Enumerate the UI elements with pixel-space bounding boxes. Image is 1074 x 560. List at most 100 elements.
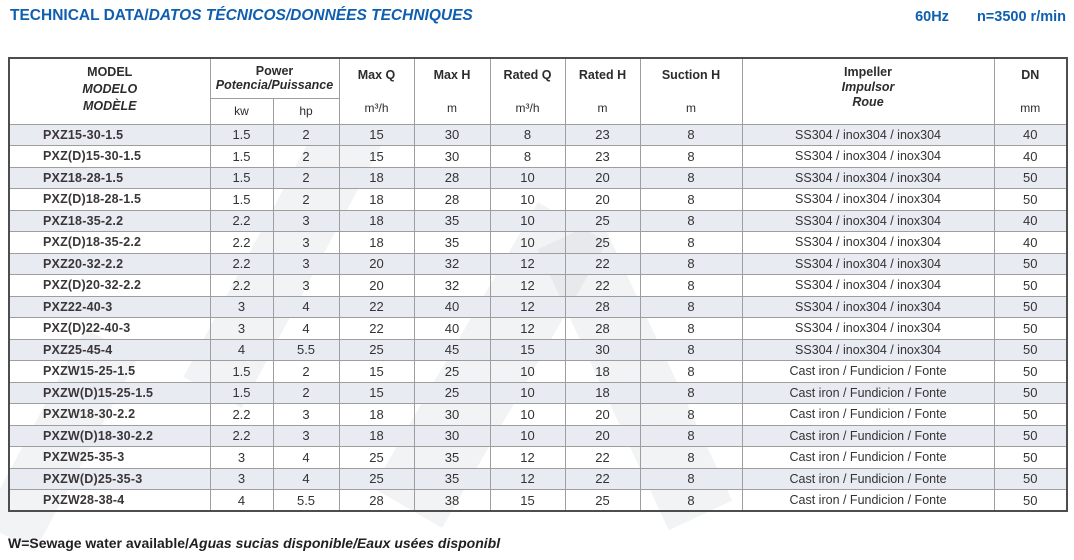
cell-impeller: SS304 / inox304 / inox304: [741, 274, 995, 297]
cell-suction_h: 8: [639, 295, 743, 318]
cell-rated_h: 20: [564, 166, 641, 189]
cell-max_h: 35: [413, 467, 491, 490]
cell-suction_h: 8: [639, 123, 743, 146]
cell-dn: 50: [993, 317, 1068, 340]
cell-kw: 1.5: [209, 123, 274, 146]
cell-max_h: 32: [413, 274, 491, 297]
cell-rated_q: 10: [489, 166, 566, 189]
cell-rated_h: 22: [564, 274, 641, 297]
cell-hp: 2: [272, 188, 340, 211]
cell-suction_h: 8: [639, 446, 743, 469]
cell-kw: 1.5: [209, 360, 274, 383]
header-hp: hp: [272, 97, 340, 125]
cell-kw: 1.5: [209, 188, 274, 211]
cell-suction_h: 8: [639, 145, 743, 168]
header-dn: DN mm: [993, 57, 1068, 125]
cell-suction_h: 8: [639, 403, 743, 426]
cell-max_q: 15: [338, 360, 415, 383]
header-impeller: Impeller Impulsor Roue: [741, 57, 995, 125]
cell-max_h: 25: [413, 381, 491, 404]
cell-rated_h: 28: [564, 295, 641, 318]
cell-kw: 2.2: [209, 403, 274, 426]
table-row: PXZ(D)18-28-1.5 1.5 2 18 28 10 20 8 SS304 / inox…: [8, 188, 1068, 211]
cell-max_h: 38: [413, 489, 491, 512]
cell-hp: 2: [272, 166, 340, 189]
cell-max_q: 18: [338, 231, 415, 254]
page-title-translations: DATOS TÉCNICOS/DONNÉES TECHNIQUES: [148, 7, 473, 24]
cell-model: PXZ(D)20-32-2.2: [8, 274, 211, 297]
cell-hp: 4: [272, 295, 340, 318]
header-kw: kw: [209, 97, 274, 125]
cell-impeller: SS304 / inox304 / inox304: [741, 145, 995, 168]
cell-max_h: 30: [413, 424, 491, 447]
cell-impeller: Cast iron / Fundicion / Fonte: [741, 446, 995, 469]
cell-rated_q: 12: [489, 446, 566, 469]
cell-rated_q: 8: [489, 123, 566, 146]
table-body: PXZ15-30-1.5 1.5 2 15 30 8 23 8 SS304 / inox304 …: [8, 123, 1068, 512]
cell-max_q: 22: [338, 317, 415, 340]
cell-rated_h: 20: [564, 403, 641, 426]
cell-rated_q: 10: [489, 424, 566, 447]
cell-model: PXZW28-38-4: [8, 489, 211, 512]
cell-hp: 3: [272, 403, 340, 426]
header-max-q: Max Q m³/h: [338, 57, 415, 125]
cell-impeller: Cast iron / Fundicion / Fonte: [741, 424, 995, 447]
table-row: PXZW(D)25-35-3 3 4 25 35 12 22 8 Cast iron / Fun…: [8, 467, 1068, 490]
header-max-h-unit: m: [447, 101, 458, 116]
header-max-h-label: Max H: [433, 68, 471, 83]
cell-impeller: SS304 / inox304 / inox304: [741, 295, 995, 318]
cell-rated_q: 12: [489, 317, 566, 340]
cell-rated_h: 22: [564, 446, 641, 469]
cell-max_h: 40: [413, 317, 491, 340]
frequency-label: 60Hz: [915, 9, 949, 25]
table-row: PXZ25-45-4 4 5.5 25 45 15 30 8 SS304 / inox304 /…: [8, 338, 1068, 361]
cell-hp: 4: [272, 446, 340, 469]
table-row: PXZ(D)15-30-1.5 1.5 2 15 30 8 23 8 SS304 / inox3…: [8, 145, 1068, 168]
cell-rated_h: 20: [564, 188, 641, 211]
cell-hp: 4: [272, 467, 340, 490]
header-rated-q-label: Rated Q: [503, 68, 552, 83]
table-row: PXZW25-35-3 3 4 25 35 12 22 8 Cast iron / Fundic…: [8, 446, 1068, 469]
cell-dn: 50: [993, 338, 1068, 361]
cell-model: PXZW(D)15-25-1.5: [8, 381, 211, 404]
cell-rated_q: 12: [489, 295, 566, 318]
header-model-en: MODEL: [87, 65, 133, 80]
cell-rated_q: 15: [489, 489, 566, 512]
cell-rated_q: 12: [489, 252, 566, 275]
cell-rated_h: 25: [564, 489, 641, 512]
header-power-label: Power: [255, 64, 294, 79]
cell-max_q: 18: [338, 188, 415, 211]
cell-hp: 3: [272, 274, 340, 297]
technical-data-table-wrap: MODEL MODELO MODÈLE Power Potencia/Puiss…: [8, 57, 1069, 512]
cell-model: PXZ20-32-2.2: [8, 252, 211, 275]
cell-kw: 1.5: [209, 381, 274, 404]
cell-model: PXZ(D)18-35-2.2: [8, 231, 211, 254]
cell-impeller: SS304 / inox304 / inox304: [741, 252, 995, 275]
cell-hp: 2: [272, 381, 340, 404]
header-rated-h-unit: m: [597, 101, 608, 116]
cell-impeller: Cast iron / Fundicion / Fonte: [741, 360, 995, 383]
cell-max_q: 18: [338, 166, 415, 189]
header-dn-label: DN: [1021, 68, 1040, 83]
cell-dn: 50: [993, 489, 1068, 512]
cell-impeller: SS304 / inox304 / inox304: [741, 317, 995, 340]
cell-hp: 3: [272, 252, 340, 275]
header-rated-h-label: Rated H: [578, 68, 627, 83]
cell-suction_h: 8: [639, 166, 743, 189]
cell-model: PXZ(D)22-40-3: [8, 317, 211, 340]
cell-max_q: 25: [338, 338, 415, 361]
cell-max_h: 35: [413, 209, 491, 232]
cell-model: PXZ22-40-3: [8, 295, 211, 318]
cell-impeller: Cast iron / Fundicion / Fonte: [741, 381, 995, 404]
cell-max_h: 30: [413, 145, 491, 168]
cell-impeller: Cast iron / Fundicion / Fonte: [741, 489, 995, 512]
cell-suction_h: 8: [639, 209, 743, 232]
cell-suction_h: 8: [639, 274, 743, 297]
cell-max_q: 15: [338, 381, 415, 404]
cell-rated_q: 15: [489, 338, 566, 361]
cell-max_q: 25: [338, 467, 415, 490]
table-row: PXZ(D)18-35-2.2 2.2 3 18 35 10 25 8 SS304 / inox…: [8, 231, 1068, 254]
cell-kw: 2.2: [209, 424, 274, 447]
cell-model: PXZW(D)25-35-3: [8, 467, 211, 490]
table-header: MODEL MODELO MODÈLE Power Potencia/Puiss…: [8, 57, 1068, 125]
